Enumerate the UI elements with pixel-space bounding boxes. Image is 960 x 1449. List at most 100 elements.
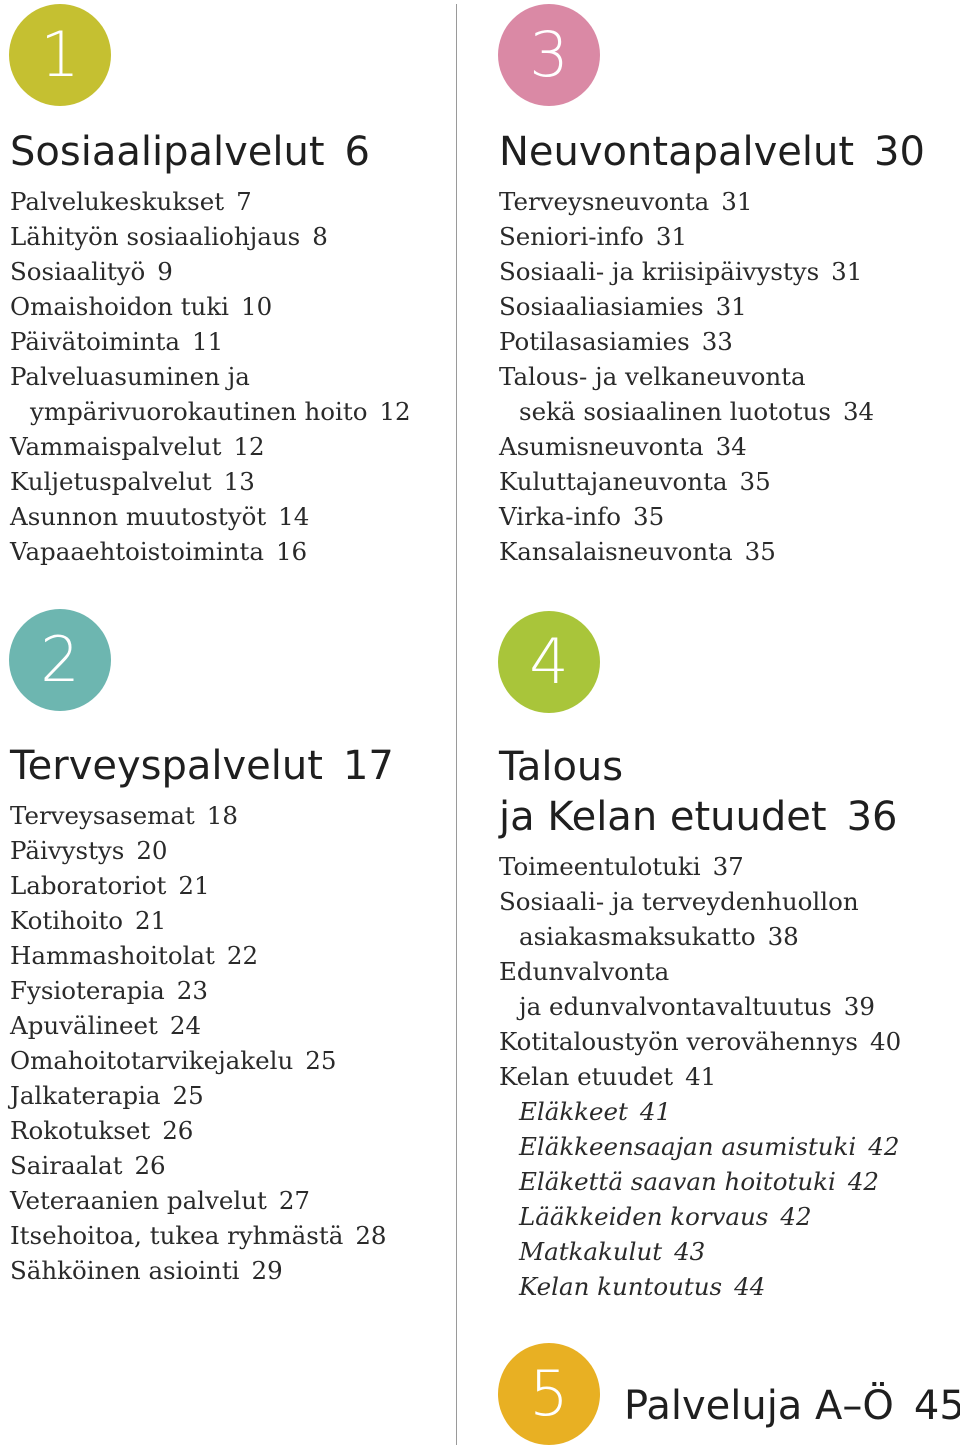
section-number-badge-3: 3 — [498, 4, 600, 106]
toc-entry[interactable]: Itsehoitoa, tukea ryhmästä 28 — [10, 1218, 387, 1253]
toc-entry[interactable]: Kuljetuspalvelut 13 — [10, 464, 411, 499]
toc-entry-page: 23 — [176, 976, 208, 1005]
toc-entry[interactable]: Asunnon muutostyöt 14 — [10, 499, 411, 534]
toc-entry-text: Lääkkeiden korvaus — [519, 1202, 769, 1231]
toc-entry-text: Asumisneuvonta — [499, 432, 704, 461]
toc-entry[interactable]: Omahoitotarvikejakelu 25 — [10, 1043, 387, 1078]
toc-entry-text: Sähköinen asiointi — [10, 1256, 240, 1285]
toc-entry[interactable]: Omaishoidon tuki 10 — [10, 289, 411, 324]
toc-subentry[interactable]: Kelan kuntoutus 44 — [499, 1269, 901, 1304]
toc-entry[interactable]: Laboratoriot 21 — [10, 868, 387, 903]
toc-entry-text: Päivystys — [10, 836, 125, 865]
toc-entry[interactable]: Päivystys 20 — [10, 833, 387, 868]
toc-entry[interactable]: Sosiaali- ja terveydenhuollon — [499, 884, 901, 919]
toc-entry[interactable]: Vapaaehtoistoiminta 16 — [10, 534, 411, 569]
toc-entry-text: Terveysasemat — [10, 801, 195, 830]
toc-entry-page: 16 — [275, 537, 308, 566]
toc-entry-text: Sosiaaliasiamies — [499, 292, 704, 321]
toc-entry[interactable]: Hammashoitolat 22 — [10, 938, 387, 973]
toc-entry-text: Veteraanien palvelut — [10, 1186, 267, 1215]
toc-entry-text: Jalkaterapia — [10, 1081, 161, 1110]
toc-entry-continuation[interactable]: asiakasmaksukatto 38 — [499, 919, 901, 954]
toc-entry[interactable]: Palveluasuminen ja — [10, 359, 411, 394]
toc-entry-continuation[interactable]: sekä sosiaalinen luototus 34 — [499, 394, 874, 429]
section-heading-1[interactable]: Sosiaalipalvelut 6 — [10, 127, 370, 177]
toc-entry-page: 31 — [831, 257, 863, 286]
section-heading-5[interactable]: Palveluja A–Ö 45 — [624, 1381, 960, 1431]
section-heading-4[interactable]: Talous ja Kelan etuudet 36 — [499, 742, 897, 842]
toc-entry[interactable]: Sähköinen asiointi 29 — [10, 1253, 387, 1288]
toc-entry-page: 44 — [734, 1272, 766, 1301]
toc-entry[interactable]: Vammaispalvelut 12 — [10, 429, 411, 464]
toc-entry-page: 28 — [355, 1221, 387, 1250]
section-heading-2[interactable]: Terveyspalvelut 17 — [10, 741, 394, 791]
toc-entry-text: Päivätoiminta — [10, 327, 181, 356]
section-heading-3[interactable]: Neuvontapalvelut 30 — [499, 127, 925, 177]
toc-entry-text: Potilasasiamies — [499, 327, 690, 356]
toc-entry-page: 25 — [172, 1081, 204, 1110]
toc-entry[interactable]: Potilasasiamies 33 — [499, 324, 874, 359]
section-entries-4: Toimeentulotuki 37 Sosiaali- ja terveyden… — [499, 849, 901, 1304]
toc-entry[interactable]: Terveysneuvonta 31 — [499, 184, 874, 219]
toc-entry-page: 12 — [379, 397, 411, 426]
toc-subentry[interactable]: Matkakulut 43 — [499, 1234, 901, 1269]
toc-entry[interactable]: Edunvalvonta — [499, 954, 901, 989]
toc-entry[interactable]: Lähityön sosiaaliohjaus 8 — [10, 219, 411, 254]
toc-entry[interactable]: Seniori-info 31 — [499, 219, 874, 254]
section-number-badge-5: 5 — [498, 1343, 600, 1445]
toc-entry-page: 21 — [135, 906, 167, 935]
toc-entry-page: 35 — [744, 537, 776, 566]
toc-entry-page: 10 — [241, 292, 273, 321]
toc-entry[interactable]: Palvelukeskukset 7 — [10, 184, 411, 219]
toc-entry[interactable]: Sairaalat 26 — [10, 1148, 387, 1183]
toc-entry[interactable]: Virka-info 35 — [499, 499, 874, 534]
toc-entry[interactable]: Kelan etuudet 41 — [499, 1059, 901, 1094]
toc-entry[interactable]: Kuluttajaneuvonta 35 — [499, 464, 874, 499]
toc-entry-page: 9 — [157, 257, 173, 286]
toc-subentry[interactable]: Lääkkeiden korvaus 42 — [499, 1199, 901, 1234]
toc-entry[interactable]: Kotitaloustyön verovähennys 40 — [499, 1024, 901, 1059]
toc-entry-page: 14 — [278, 502, 310, 531]
toc-entry-text: Kuluttajaneuvonta — [499, 467, 728, 496]
toc-entry[interactable]: Kansalaisneuvonta 35 — [499, 534, 874, 569]
section-entries-1: Palvelukeskukset 7 Lähityön sosiaaliohjau… — [10, 184, 411, 569]
section-title: Terveyspalvelut — [10, 743, 323, 789]
toc-entry-page: 12 — [233, 432, 265, 461]
toc-entry[interactable]: Terveysasemat 18 — [10, 798, 387, 833]
toc-entry-text: Hammashoitolat — [10, 941, 215, 970]
toc-entry[interactable]: Sosiaalityö 9 — [10, 254, 411, 289]
section-entries-2: Terveysasemat 18 Päivystys 20 Laboratoriot… — [10, 798, 387, 1288]
toc-entry[interactable]: Sosiaali- ja kriisipäivystys 31 — [499, 254, 874, 289]
toc-entry[interactable]: Talous- ja velkaneuvonta — [499, 359, 874, 394]
toc-entry-page: 7 — [236, 187, 252, 216]
toc-entry[interactable]: Toimeentulotuki 37 — [499, 849, 901, 884]
toc-entry[interactable]: Kotihoito 21 — [10, 903, 387, 938]
toc-entry[interactable]: Asumisneuvonta 34 — [499, 429, 874, 464]
toc-entry[interactable]: Veteraanien palvelut 27 — [10, 1183, 387, 1218]
toc-entry-page: 35 — [632, 502, 665, 531]
toc-entry-page: 22 — [226, 941, 259, 970]
toc-entry[interactable]: Fysioterapia 23 — [10, 973, 387, 1008]
toc-subentry[interactable]: Eläkkeet 41 — [499, 1094, 901, 1129]
toc-entry-page: 21 — [178, 871, 210, 900]
toc-entry[interactable]: Päivätoiminta 11 — [10, 324, 411, 359]
toc-subentry[interactable]: Eläkkeensaajan asumistuki 42 — [499, 1129, 901, 1164]
toc-subentry[interactable]: Eläkettä saavan hoitotuki 42 — [499, 1164, 901, 1199]
section-page-number: 17 — [342, 743, 394, 789]
toc-entry-text: Apuvälineet — [10, 1011, 158, 1040]
toc-entry-text: Palvelukeskukset — [10, 187, 225, 216]
toc-entry-text: Kansalaisneuvonta — [499, 537, 733, 566]
toc-entry[interactable]: Sosiaaliasiamies 31 — [499, 289, 874, 324]
toc-entry-continuation[interactable]: ja edunvalvontavaltuutus 39 — [499, 989, 901, 1024]
toc-entry[interactable]: Jalkaterapia 25 — [10, 1078, 387, 1113]
toc-entry-text: Matkakulut — [519, 1237, 663, 1266]
toc-entry-text: Omahoitotarvikejakelu — [10, 1046, 294, 1075]
toc-entry-page: 31 — [721, 187, 753, 216]
section-entries-3: Terveysneuvonta 31 Seniori-info 31 Sosiaal… — [499, 184, 874, 569]
toc-entry[interactable]: Apuvälineet 24 — [10, 1008, 387, 1043]
toc-entry-continuation[interactable]: ympärivuorokautinen hoito 12 — [10, 394, 411, 429]
toc-entry-text: Vapaaehtoistoiminta — [10, 537, 264, 566]
toc-entry-text: Kelan kuntoutus — [519, 1272, 723, 1301]
toc-entry-text: Edunvalvonta — [499, 957, 670, 986]
toc-entry[interactable]: Rokotukset 26 — [10, 1113, 387, 1148]
